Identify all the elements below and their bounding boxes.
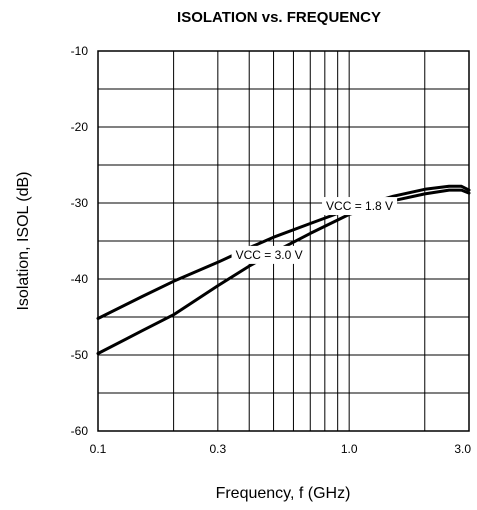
series-label-1: VCC = 3.0 V (231, 245, 307, 264)
series-annotations: VCC = 1.8 V VCC = 3.0 V (231, 197, 398, 264)
x-tick-label: 0.3 (209, 442, 226, 456)
chart-title: ISOLATION vs. FREQUENCY (177, 9, 381, 26)
series-line-1 (96, 188, 471, 355)
y-axis-label: Isolation, ISOL (dB) (15, 171, 32, 310)
x-tick-label: 3.0 (454, 442, 471, 456)
plot-frame (97, 50, 470, 432)
y-tick-label: -20 (71, 120, 89, 134)
series-label-0: VCC = 1.8 V (322, 197, 398, 216)
y-tick-label: -40 (71, 272, 89, 286)
series-line-0 (96, 184, 471, 320)
x-tick-label: 1.0 (341, 442, 358, 456)
y-tick-label: -50 (71, 348, 89, 362)
y-tick-label: -10 (71, 44, 89, 58)
y-tick-label: -30 (71, 196, 89, 210)
series-label-background (322, 197, 398, 216)
series-lines (96, 184, 471, 355)
grid (97, 50, 470, 432)
x-tick-label: 0.1 (90, 442, 107, 456)
tick-labels: -10 -20 -30 -40 -50 -600.1 0.3 1.0 3.0 (71, 44, 472, 456)
series-label-background (231, 245, 307, 264)
y-tick-label: -60 (71, 424, 89, 438)
series-label-text: VCC = 1.8 V (326, 199, 393, 213)
x-axis-label: Frequency, f (GHz) (216, 485, 351, 502)
series-label-text: VCC = 3.0 V (236, 248, 303, 262)
